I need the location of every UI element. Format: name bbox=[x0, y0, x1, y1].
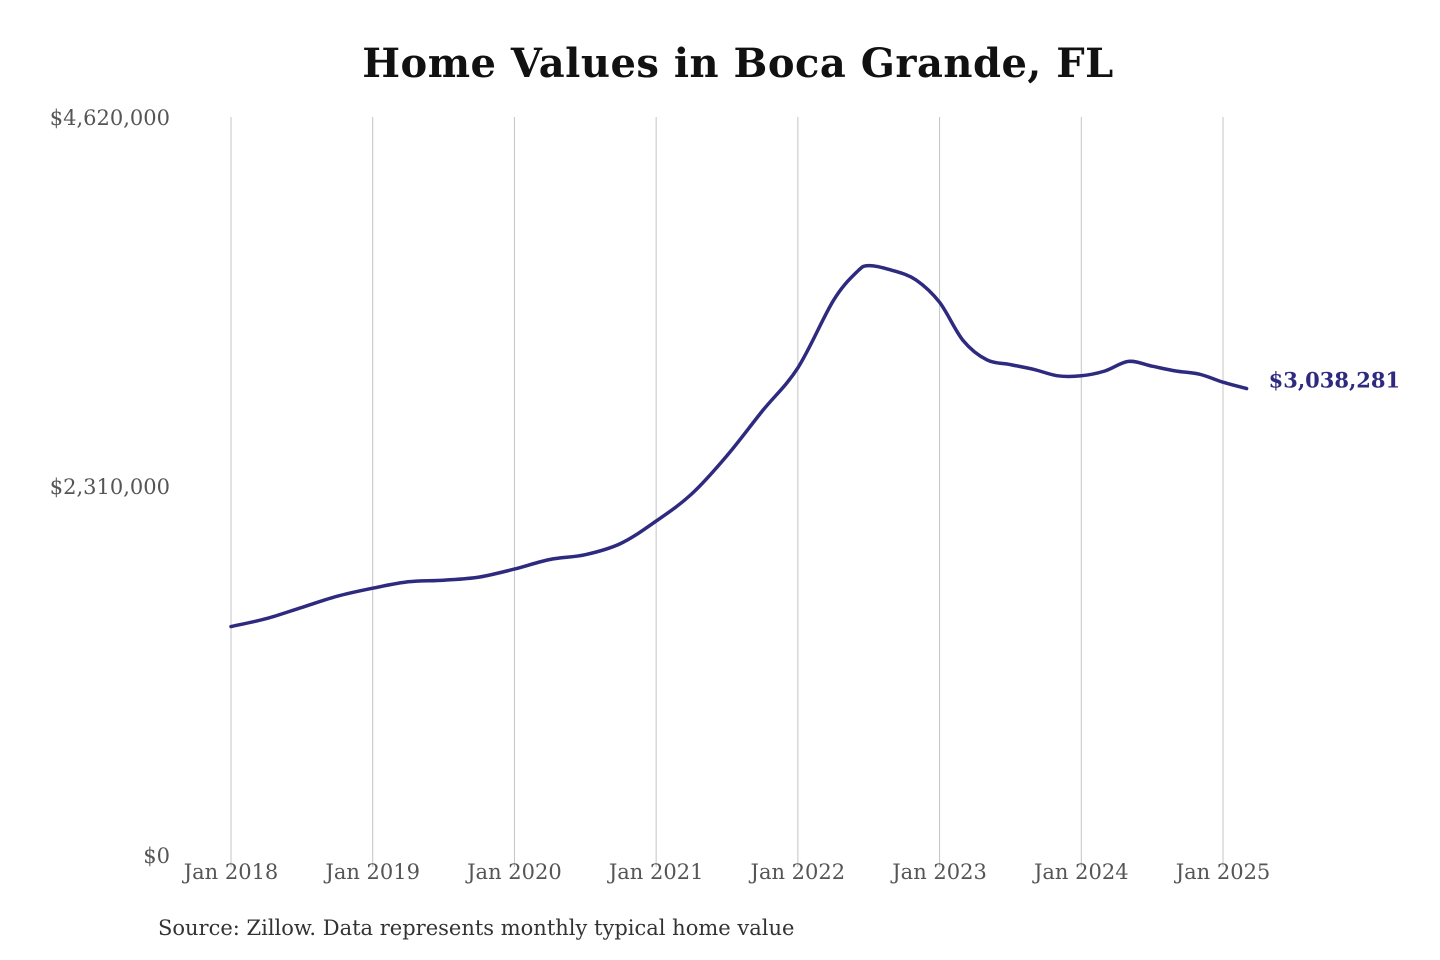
y-tick-label: $2,310,000 bbox=[50, 475, 170, 499]
y-axis-ticks: $4,620,000 $2,310,000 $0 bbox=[50, 106, 170, 868]
x-tick-label: Jan 2025 bbox=[1174, 860, 1271, 884]
series-group bbox=[229, 263, 1249, 629]
grid-lines bbox=[230, 117, 1224, 867]
x-tick-label: Jan 2021 bbox=[607, 860, 704, 884]
x-tick-label: Jan 2023 bbox=[890, 860, 987, 884]
series-line bbox=[229, 263, 1249, 629]
chart-source-note: Source: Zillow. Data represents monthly … bbox=[158, 916, 795, 940]
x-tick-label: Jan 2020 bbox=[465, 860, 562, 884]
y-tick-label: $0 bbox=[143, 844, 170, 868]
y-tick-label: $4,620,000 bbox=[50, 106, 170, 130]
end-label-group: $3,038,281 bbox=[1269, 368, 1401, 393]
x-tick-label: Jan 2024 bbox=[1032, 860, 1129, 884]
x-tick-label: Jan 2019 bbox=[323, 860, 420, 884]
end-value-label: $3,038,281 bbox=[1269, 368, 1401, 393]
x-tick-label: Jan 2022 bbox=[749, 860, 846, 884]
x-axis-ticks: Jan 2018 Jan 2019 Jan 2020 Jan 2021 Jan 2022… bbox=[182, 860, 1271, 884]
chart-title: Home Values in Boca Grande, FL bbox=[362, 40, 1114, 87]
x-tick-label: Jan 2018 bbox=[182, 860, 279, 884]
